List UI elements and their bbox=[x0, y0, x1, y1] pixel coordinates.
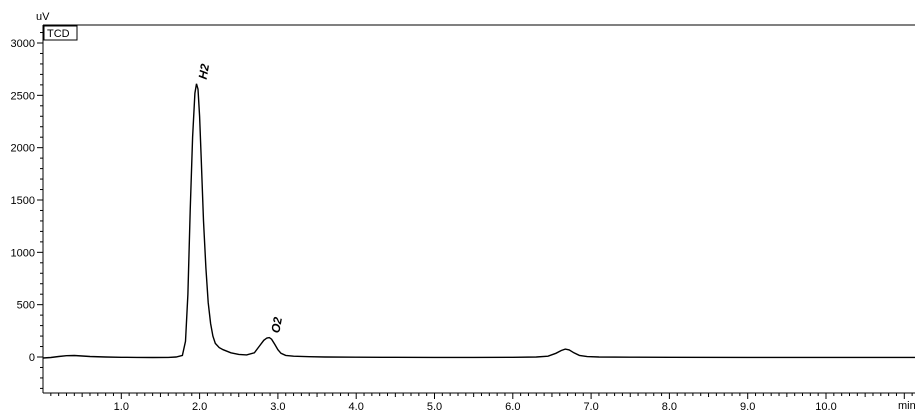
x-tick-label: 5.0 bbox=[427, 401, 442, 412]
y-unit-label: uV bbox=[36, 11, 50, 23]
peak-label-o2: O2 bbox=[268, 316, 285, 335]
detector-label: TCD bbox=[47, 28, 70, 40]
x-tick-label: 8.0 bbox=[662, 401, 677, 412]
x-tick-label: 7.0 bbox=[583, 401, 598, 412]
y-tick-label: 3000 bbox=[11, 38, 35, 50]
y-tick-label: 1500 bbox=[11, 195, 35, 207]
x-tick-label: 9.0 bbox=[740, 401, 755, 412]
x-tick-label: 10.0 bbox=[815, 401, 836, 412]
y-tick-label: 0 bbox=[29, 352, 35, 364]
x-tick-label: 6.0 bbox=[505, 401, 520, 412]
peak-label-h2: H2 bbox=[196, 62, 213, 80]
x-tick-label: 3.0 bbox=[270, 401, 285, 412]
detector-label-box bbox=[43, 25, 78, 41]
chromatogram-trace bbox=[42, 83, 915, 359]
x-tick-label: 1.0 bbox=[114, 401, 129, 412]
y-tick-label: 1000 bbox=[11, 247, 35, 259]
y-tick-label: 2500 bbox=[11, 90, 35, 102]
y-tick-label: 500 bbox=[17, 300, 35, 312]
x-unit-label: min bbox=[898, 400, 915, 412]
y-tick-label: 2000 bbox=[11, 143, 35, 155]
x-tick-label: 4.0 bbox=[349, 401, 364, 412]
x-tick-label: 2.0 bbox=[192, 401, 207, 412]
